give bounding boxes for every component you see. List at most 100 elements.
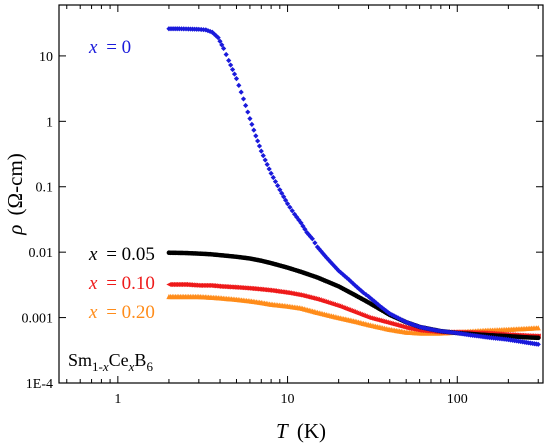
y-tick-label: 10	[39, 50, 53, 65]
series-x0-point	[322, 253, 328, 259]
series-x0-point	[369, 297, 375, 303]
series-x0-point	[401, 318, 407, 324]
x-tick-label: 100	[447, 392, 468, 407]
series-x0-point	[342, 273, 348, 279]
series-0	[166, 26, 541, 347]
y-axis-title: ρ (Ω-cm)	[3, 153, 27, 236]
series-label-x005-var: x	[88, 244, 98, 265]
y-tick-label: 0.01	[29, 246, 54, 261]
series-x0-point	[209, 29, 215, 35]
series-x0-point	[281, 194, 287, 200]
series-label-x020-var: x	[88, 302, 98, 323]
y-axis-title-unit: (Ω-cm)	[3, 153, 27, 215]
y-tick-label: 0.1	[36, 181, 54, 196]
series-label-x0-value: = 0	[106, 37, 131, 58]
x-axis-ticks: 1 10 100	[66, 5, 539, 407]
series-x0-point	[245, 109, 251, 115]
series-x0-point	[306, 231, 312, 238]
series-x005-point	[535, 335, 541, 341]
series-x0-point	[397, 316, 403, 322]
x-axis-title-unit: (K)	[297, 419, 326, 443]
series-label-x005-value: = 0.05	[106, 244, 155, 265]
series-x0-point	[266, 166, 272, 172]
series-x0-point	[294, 214, 300, 220]
series-x0-point	[215, 35, 221, 41]
series-x0-point	[275, 183, 281, 189]
series-x0-point	[312, 240, 318, 246]
y-axis-title-variable: ρ	[3, 225, 27, 236]
sample-formula-end: B	[134, 350, 146, 370]
sample-formula: Sm1-xCexB6	[68, 350, 153, 374]
series-x0-point	[379, 304, 385, 311]
series-1	[166, 250, 541, 341]
y-tick-label: 1E-4	[26, 377, 53, 392]
series-x0-point	[268, 170, 274, 176]
series-x0-point	[316, 246, 322, 252]
series-x0-point	[307, 234, 314, 240]
series-x0-point	[231, 71, 238, 77]
series-x0-point	[367, 295, 374, 301]
sample-formula-sub2-var: x	[128, 359, 135, 374]
series-x0-point	[228, 62, 234, 68]
series-label-x010-value: = 0.10	[106, 273, 155, 294]
series-x0-point	[217, 38, 223, 44]
series-x0-point	[277, 187, 283, 193]
series-x0-point	[256, 143, 263, 149]
series-x0-point	[393, 314, 399, 320]
series-x0-point	[354, 284, 360, 290]
series-label-x010-var: x	[88, 273, 98, 294]
x-tick-label: 1	[114, 392, 121, 407]
series-x0-point	[253, 133, 259, 139]
series-x0-point	[223, 51, 229, 58]
sample-formula-sub3: 6	[146, 359, 153, 374]
series-x0-point	[340, 271, 346, 277]
series-x0-point	[363, 292, 369, 298]
series-label-x0-var: x	[88, 37, 98, 58]
series-3	[166, 293, 541, 336]
series-x0-point	[283, 197, 289, 203]
series-x0-point	[320, 250, 326, 257]
series-x0-point	[226, 57, 232, 64]
x-axis-title: T (K)	[276, 419, 326, 443]
series-x0-point	[205, 28, 211, 34]
series-x0-point	[272, 178, 279, 185]
series-x0-point	[391, 313, 397, 319]
series-x0-point	[229, 66, 236, 73]
series-x0-point	[309, 236, 315, 242]
series-x0-point	[240, 96, 247, 102]
series-x0-point	[383, 307, 389, 314]
series-x0-point	[249, 121, 255, 127]
series-x0-point	[238, 89, 244, 95]
series-x0-point	[260, 152, 266, 159]
y-axis-ticks: 1E-4 0.001 0.01 0.1 1 10	[22, 50, 543, 392]
plot-frame	[58, 4, 544, 384]
series-x0-point	[262, 157, 268, 163]
x-axis-title-variable: T	[276, 419, 289, 443]
series-x0-point	[251, 127, 257, 133]
series-label-x005: x = 0.05	[88, 244, 155, 265]
series-x020-point	[535, 325, 541, 331]
series-x0-point	[302, 226, 308, 232]
y-tick-label: 1	[46, 115, 53, 130]
series-x0-point	[318, 248, 324, 254]
series-label-x020: x = 0.20	[88, 302, 155, 323]
sample-formula-sub1-var: x	[102, 359, 109, 374]
series-x0-point	[255, 138, 261, 144]
series-x0-point	[535, 341, 541, 347]
series-x0-point	[371, 298, 377, 304]
series-x0-point	[270, 174, 276, 181]
series-x0-point	[258, 148, 264, 154]
x-tick-label: 10	[281, 392, 295, 407]
sample-formula-sub1: 1-	[92, 359, 103, 374]
series-x0-point	[221, 45, 227, 52]
sample-formula-base: Sm	[68, 350, 92, 370]
series-label-x0: x = 0	[88, 37, 131, 58]
series-x0-point	[243, 102, 249, 109]
series-x0-point	[279, 190, 285, 196]
series-x0-point	[219, 42, 225, 48]
series-x0-point	[264, 161, 270, 168]
series-layer	[166, 26, 541, 347]
sample-formula-middle: Ce	[109, 350, 129, 370]
series-x0-point	[365, 293, 372, 300]
